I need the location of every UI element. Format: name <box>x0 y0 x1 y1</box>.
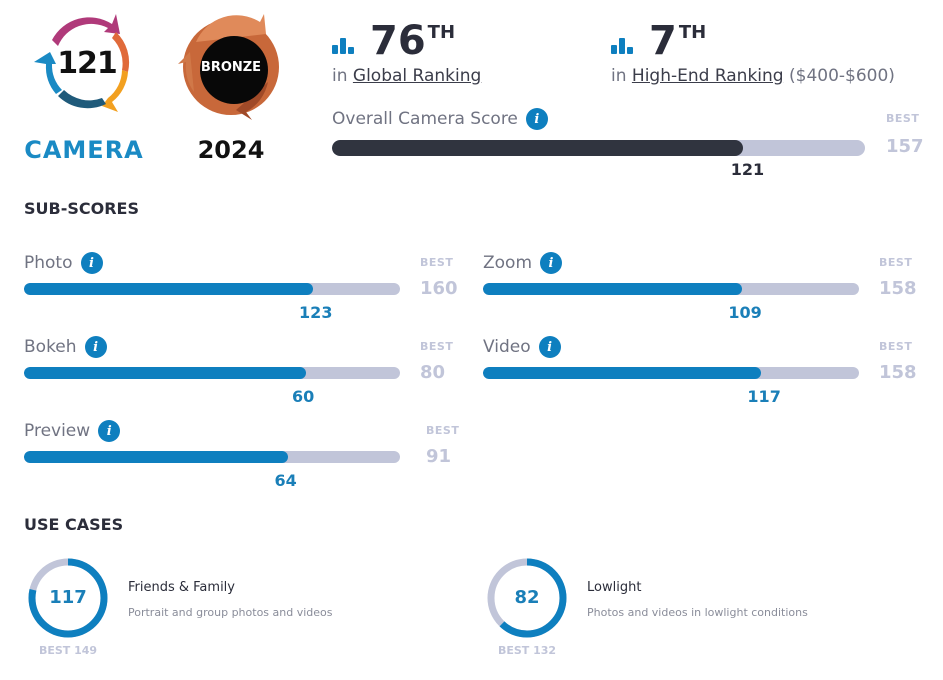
bronze-badge-year: 2024 <box>197 136 265 164</box>
subscore-best-value: 80 <box>420 362 446 383</box>
use-case-best: BEST 132 <box>497 644 557 657</box>
subscore-value: 64 <box>274 471 297 490</box>
use-case-donut <box>28 558 108 638</box>
subscore-name: Photo <box>24 253 73 273</box>
subscore-best-value: 158 <box>879 278 917 299</box>
high-end-rank-number: 7 <box>649 18 677 64</box>
subscore-bar-fill <box>24 283 314 295</box>
subscore-bar-fill <box>24 367 306 379</box>
use-case-description: Photos and videos in lowlight conditions <box>587 606 808 619</box>
overall-best-value: 157 <box>886 136 924 157</box>
subscore-name: Zoom <box>483 253 533 273</box>
camera-badge-score: 121 <box>57 46 118 81</box>
info-icon[interactable]: i <box>84 336 107 358</box>
subscore-value: 117 <box>747 387 781 406</box>
use-case-name: Friends & Family <box>128 580 235 595</box>
subscore-bar <box>483 283 859 295</box>
subscore-title: Preview i <box>24 420 121 442</box>
subscore-best-value: 158 <box>879 362 917 383</box>
subscore-best-label: BEST <box>426 424 460 437</box>
overall-score-bar-fill <box>332 140 743 156</box>
subscore-best-label: BEST <box>879 340 913 353</box>
bronze-badge-ring-icon <box>178 14 279 120</box>
bar-chart-icon <box>332 36 356 54</box>
overall-score-title: Overall Camera Score i <box>332 108 548 130</box>
info-icon[interactable]: i <box>80 252 103 274</box>
subscore-name: Video <box>483 337 531 357</box>
info-icon[interactable]: i <box>525 108 548 130</box>
info-icon[interactable]: i <box>538 336 561 358</box>
subscore-title: Photo i <box>24 252 103 274</box>
subscore-value: 60 <box>292 387 315 406</box>
camera-score-badge: 121 CAMERA <box>22 8 146 164</box>
price-range: ($400-$600) <box>789 66 895 86</box>
bronze-badge-tier: BRONZE <box>200 60 262 75</box>
high-end-ranking-link[interactable]: High-End Ranking <box>631 66 784 86</box>
global-rank-number: 76 <box>370 18 426 64</box>
subscore-best-label: BEST <box>879 256 913 269</box>
subscore-name: Bokeh <box>24 337 77 357</box>
subscore-bar <box>483 367 859 379</box>
info-icon[interactable]: i <box>98 420 121 442</box>
high-end-rank-suffix: TH <box>678 22 707 43</box>
subscore-value: 123 <box>299 303 333 322</box>
subscore-value: 109 <box>728 303 762 322</box>
overall-score-bar <box>332 140 865 156</box>
subscore-bar-fill <box>24 451 289 463</box>
global-ranking: 76 TH in Global Ranking <box>332 18 481 86</box>
overall-best-label: BEST <box>886 112 920 125</box>
use-case-score: 82 <box>514 587 540 608</box>
subscore-name: Preview <box>24 421 91 441</box>
bronze-award-badge: BRONZE 2024 <box>172 8 290 164</box>
global-ranking-link[interactable]: Global Ranking <box>352 66 482 86</box>
use-case-description: Portrait and group photos and videos <box>128 606 333 619</box>
use-case-score: 117 <box>49 587 87 608</box>
use-case-name: Lowlight <box>587 580 642 595</box>
subscores-title: SUB-SCORES <box>24 199 139 218</box>
info-icon[interactable]: i <box>540 252 563 274</box>
high-end-ranking: 7 TH in High-End Ranking ($400-$600) <box>611 18 895 86</box>
high-end-rank-prefix: in <box>611 66 627 86</box>
bar-chart-icon <box>611 36 635 54</box>
camera-badge-label: CAMERA <box>24 136 144 164</box>
global-rank-suffix: TH <box>427 22 456 43</box>
subscore-best-value: 160 <box>420 278 458 299</box>
subscore-best-value: 91 <box>426 446 452 467</box>
subscore-bar <box>24 283 400 295</box>
overall-score-label: Overall Camera Score <box>332 109 518 129</box>
subscore-title: Zoom i <box>483 252 563 274</box>
use-case-donut-fill <box>487 558 567 638</box>
overall-score-value: 121 <box>730 160 765 179</box>
use-cases-title: USE CASES <box>24 515 124 534</box>
subscore-best-label: BEST <box>420 256 454 269</box>
use-case-donut-fill <box>28 558 108 638</box>
subscore-bar <box>24 367 400 379</box>
subscore-bar-fill <box>483 283 743 295</box>
subscore-title: Video i <box>483 336 561 358</box>
global-rank-prefix: in <box>332 66 348 86</box>
use-case-donut <box>487 558 567 638</box>
camera-badge-ring-icon <box>34 14 130 112</box>
subscore-best-label: BEST <box>420 340 454 353</box>
use-case-best: BEST 149 <box>38 644 98 657</box>
subscore-bar-fill <box>483 367 762 379</box>
subscore-bar <box>24 451 400 463</box>
subscore-title: Bokeh i <box>24 336 107 358</box>
